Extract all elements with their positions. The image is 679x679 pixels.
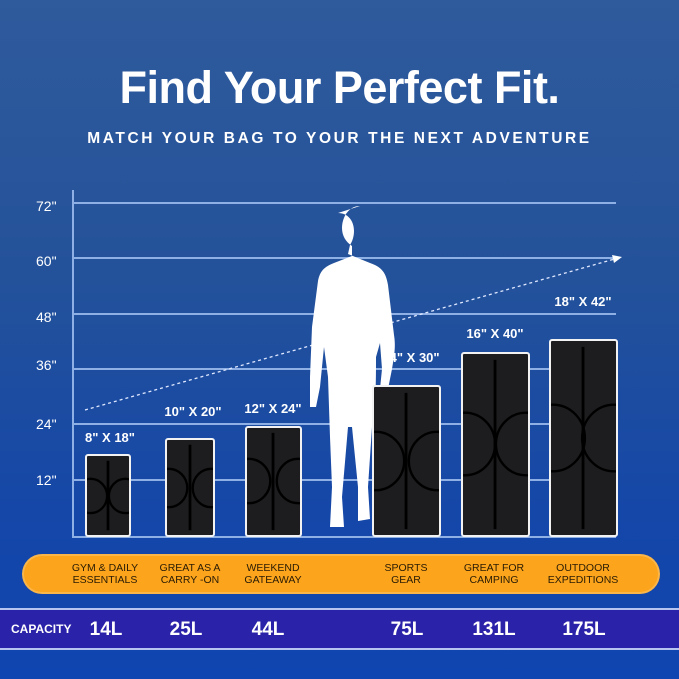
page-title: Find Your Perfect Fit. (119, 62, 560, 113)
bag-44l (245, 426, 302, 537)
use-case-label: WEEKEND GATEAWAY (244, 562, 302, 586)
arrow-head-icon (612, 255, 622, 263)
capacity-label: CAPACITY (11, 622, 72, 636)
y-tick: 60" (36, 253, 57, 269)
bag-14l (85, 454, 131, 537)
y-tick: 72" (36, 198, 57, 214)
capacity-value: 75L (390, 619, 424, 640)
subtitle: MATCH YOUR BAG TO YOUR THE NEXT ADVENTUR… (87, 130, 592, 147)
y-tick: 24" (36, 416, 57, 432)
use-case-label: SPORTS GEAR (384, 562, 428, 586)
y-tick: 36" (36, 357, 57, 373)
bag-size-label: 18" X 42" (554, 294, 612, 309)
use-case-label: GREAT AS A CARRY -ON (159, 562, 221, 586)
bag-131l (461, 352, 530, 537)
use-case-label: GREAT FOR CAMPING (463, 562, 525, 586)
use-case-label: OUTDOOR EXPEDITIONS (547, 562, 619, 586)
baseline (72, 536, 616, 538)
bag-size-label: 10" X 20" (164, 404, 222, 419)
gridline (73, 257, 616, 259)
capacity-value: 44L (251, 619, 285, 640)
y-tick: 48" (36, 309, 57, 325)
y-tick: 12" (36, 472, 57, 488)
capacity-value: 25L (169, 619, 203, 640)
use-case-label: GYM & DAILY ESSENTIALS (71, 562, 139, 586)
capacity-bar (0, 608, 679, 650)
bag-75l (372, 385, 441, 537)
person-silhouette-icon (310, 206, 395, 527)
capacity-value: 175L (562, 619, 606, 640)
bag-175l (549, 339, 618, 537)
capacity-value: 131L (472, 619, 516, 640)
capacity-value: 14L (89, 619, 123, 640)
use-case-band (22, 554, 660, 594)
bag-size-label: 16" X 40" (466, 326, 524, 341)
gridline (73, 202, 616, 204)
bag-size-label: 14" X 30" (382, 350, 440, 365)
bag-size-label: 8" X 18" (85, 430, 135, 445)
y-axis (72, 190, 74, 538)
bag-25l (165, 438, 215, 537)
bag-size-label: 12" X 24" (244, 401, 302, 416)
gridline (73, 479, 616, 481)
